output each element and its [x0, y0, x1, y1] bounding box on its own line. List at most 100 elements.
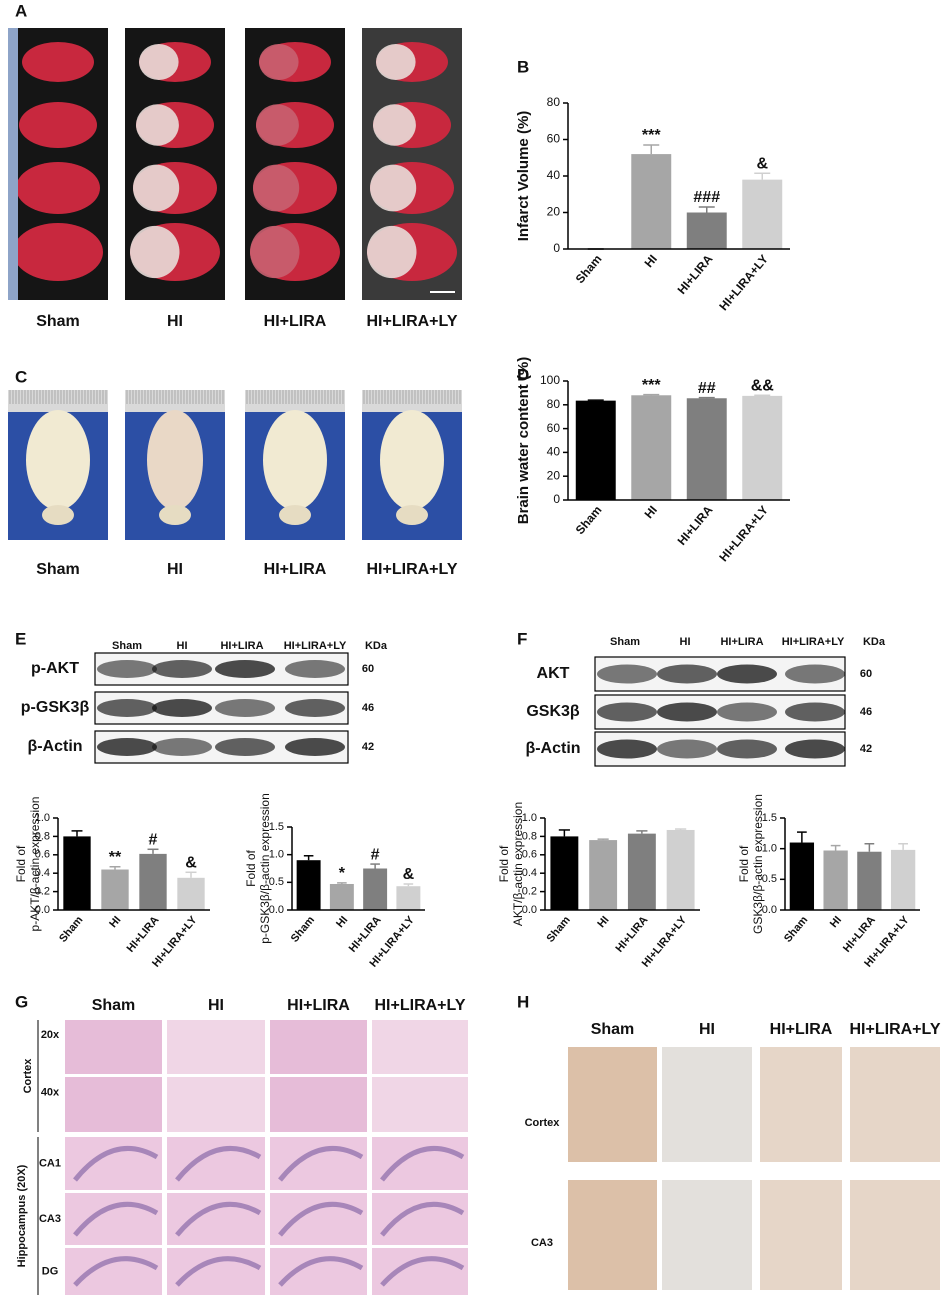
y-tick-label: 40 [547, 445, 561, 459]
panel-letter: E [15, 629, 26, 648]
y-tick-label: 40 [547, 168, 561, 182]
x-tick-label: HI [642, 503, 660, 521]
blot-band [285, 738, 345, 756]
blot-band [717, 739, 777, 759]
y-axis-label: Infarct Volume (%) [515, 111, 532, 242]
blot-band [657, 664, 717, 684]
y-tick-label: 20 [547, 468, 561, 482]
group-label: Sham [36, 561, 80, 578]
y-tick-label: 1.0 [522, 812, 537, 824]
histology-image [372, 1077, 468, 1132]
significance-label: & [185, 854, 197, 871]
blot-kda: 60 [860, 668, 872, 680]
histology-image [65, 1020, 162, 1074]
x-tick-label: HI [107, 914, 123, 930]
panel-letter: G [15, 992, 28, 1011]
y-tick-label: 0.0 [762, 904, 777, 916]
blot-unit: KDa [365, 640, 388, 652]
y-tick-label: 20 [547, 205, 561, 219]
row-group-label: Cortex [22, 1058, 34, 1094]
group-label: HI+LIRA [264, 561, 327, 578]
column-header: HI [699, 1021, 715, 1038]
hippocampus-band [73, 1145, 159, 1182]
blot-band [597, 739, 657, 759]
y-tick-label: 0.0 [522, 904, 537, 916]
column-header: Sham [92, 997, 136, 1014]
blot-band [152, 738, 212, 756]
x-tick-label: HI+LIRA+LY [716, 503, 771, 564]
y-axis-label: Fold of [497, 845, 511, 882]
blot-label: β-Actin [525, 740, 580, 757]
row-label: CA3 [531, 1237, 553, 1249]
histology-image [270, 1193, 367, 1245]
blot-header: HI+LIRA [720, 636, 763, 648]
infarct-area [367, 225, 417, 279]
y-tick-label: 0.2 [35, 886, 50, 898]
bar [396, 886, 421, 910]
x-tick-label: Sham [57, 914, 86, 945]
hippocampus-band [278, 1145, 364, 1182]
brain [263, 410, 327, 510]
group-label: Sham [36, 313, 80, 330]
significance-label: *** [642, 377, 661, 394]
y-tick-label: 0 [553, 492, 560, 506]
blot-band [152, 660, 212, 678]
blot-band [215, 699, 275, 717]
significance-label: ### [693, 189, 720, 206]
infarct-area [133, 164, 180, 212]
histology-image [167, 1248, 265, 1295]
column-header: HI+LIRA [287, 997, 350, 1014]
y-axis-label: GSK3β/β-actin expression [751, 794, 765, 934]
x-tick-label: HI [642, 252, 660, 270]
blot-band [285, 660, 345, 678]
blot-band [657, 702, 717, 722]
infarct-area [373, 104, 416, 146]
histology-image [167, 1077, 265, 1132]
y-axis-label: Fold of [244, 849, 258, 886]
y-tick-label: 60 [547, 132, 561, 146]
column-header: Sham [591, 1021, 635, 1038]
bar [631, 395, 672, 500]
group-label: HI+LIRA+LY [367, 313, 458, 330]
x-tick-label: HI+LIRA [614, 914, 651, 955]
blot-band [597, 664, 657, 684]
blot-header: HI [177, 640, 188, 652]
y-tick-label: 1.0 [762, 843, 777, 855]
bar [627, 833, 656, 910]
significance-label: *** [642, 127, 661, 144]
x-tick-label: HI+LIRA [675, 503, 716, 548]
x-tick-label: Sham [289, 914, 318, 945]
blot-kda: 46 [362, 702, 374, 714]
histology-image [372, 1020, 468, 1074]
cerebellum [396, 505, 428, 525]
panel-letter: D [517, 365, 529, 384]
bar [177, 877, 205, 910]
brain-slice [16, 162, 100, 214]
y-tick-label: 1.0 [35, 812, 50, 824]
blot-band [597, 702, 657, 722]
y-axis-label: p-GSK3β/β-actin expression [258, 793, 272, 944]
significance-label: & [756, 155, 768, 172]
y-tick-label: 0.4 [35, 867, 50, 879]
x-tick-label: Sham [782, 914, 811, 945]
infarct-area [130, 225, 180, 279]
infarct-area [376, 44, 416, 80]
blot-unit: KDa [863, 636, 886, 648]
blot-band [785, 739, 845, 759]
row-label: DG [42, 1265, 59, 1277]
bar [631, 154, 672, 249]
hippocampus-band [175, 1256, 262, 1287]
blot-header: HI [680, 636, 691, 648]
cerebellum [159, 505, 191, 525]
cerebellum [42, 505, 74, 525]
ihc-image [568, 1047, 657, 1162]
y-tick-label: 1.5 [762, 812, 777, 824]
infarct-area [136, 104, 179, 146]
column-header: HI [208, 997, 224, 1014]
ihc-image [760, 1180, 842, 1290]
bar [686, 212, 727, 249]
bar [857, 851, 882, 910]
y-axis-label: Brain water content (%) [515, 357, 532, 525]
histology-image [167, 1137, 265, 1190]
cerebellum [279, 505, 311, 525]
